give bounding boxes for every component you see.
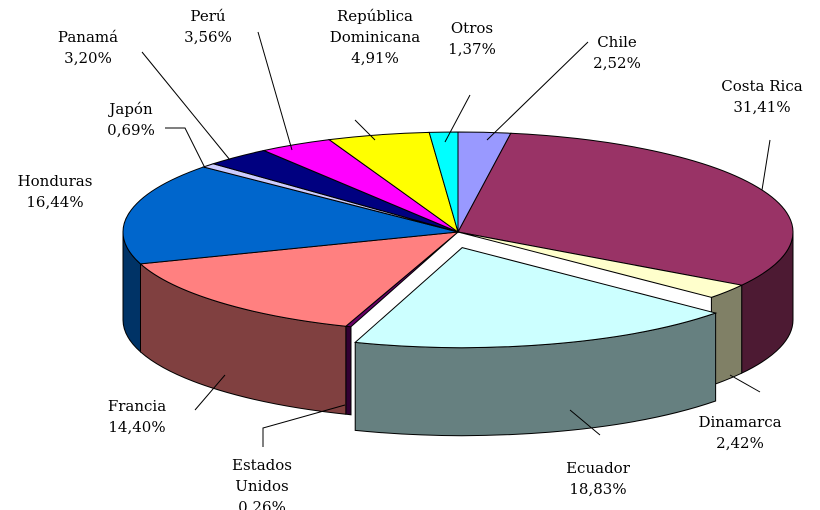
slice-value: 14,40% (108, 418, 166, 436)
leader-line (257, 31, 293, 151)
slice-value: 1,37% (448, 40, 496, 58)
slice-value: 31,41% (733, 98, 791, 116)
pie-slice (122, 166, 459, 265)
slice-label: Ecuador 18,83% (533, 458, 663, 500)
leader-line (569, 409, 601, 436)
slice-label: Francia 14,40% (72, 396, 202, 438)
slice-value: 2,42% (716, 434, 764, 452)
leader-line (141, 51, 231, 161)
slice-value: 0,69% (107, 121, 155, 139)
slice-value: 2,52% (593, 54, 641, 72)
pie-slice (354, 247, 718, 349)
pie-slice (457, 231, 744, 298)
slice-name: Costa Rica (721, 77, 803, 95)
leader-line (729, 374, 761, 393)
leader-line (761, 139, 771, 191)
slice-value: 0,26% (238, 498, 286, 510)
leader-line (165, 127, 206, 169)
leader-line (444, 94, 471, 143)
slice-name: Perú (190, 7, 226, 25)
leader-line (354, 119, 376, 141)
slice-label: Costa Rica 31,41% (697, 76, 820, 118)
slice-value: 16,44% (26, 193, 84, 211)
slice-value: 4,91% (351, 49, 399, 67)
pie-slice (428, 131, 459, 233)
slice-label: Honduras 16,44% (0, 171, 120, 213)
slice-label: Chile 2,52% (552, 32, 682, 74)
slice-name: Japón (109, 100, 153, 118)
slice-label: Japón 0,69% (66, 99, 196, 141)
slice-value: 3,56% (184, 28, 232, 46)
slice-name: Honduras (17, 172, 93, 190)
slice-label: Perú 3,56% (143, 6, 273, 48)
slice-name: Chile (597, 33, 637, 51)
leader-line (262, 404, 346, 447)
slice-name: Panamá (57, 28, 119, 46)
slice-name: Ecuador (566, 459, 630, 477)
slice-name: Otros (450, 19, 494, 37)
leader-line (486, 41, 589, 141)
slice-label: Estados Unidos 0,26% (197, 455, 327, 510)
slice-name: Dinamarca (698, 413, 782, 431)
slice-label: Dinamarca 2,42% (675, 412, 805, 454)
slice-value: 3,20% (64, 49, 112, 67)
slice-name: Estados Unidos (232, 456, 292, 495)
pie-slice-side (345, 325, 352, 416)
slice-label: República Dominicana 4,91% (310, 6, 440, 69)
slice-label: Panamá 3,20% (23, 27, 153, 69)
slice-value: 18,83% (569, 480, 627, 498)
leader-line (194, 374, 226, 411)
slice-name: República Dominicana (329, 7, 421, 46)
slice-label: Otros 1,37% (407, 18, 537, 60)
slice-name: Francia (107, 397, 167, 415)
pie-slice (139, 231, 460, 327)
